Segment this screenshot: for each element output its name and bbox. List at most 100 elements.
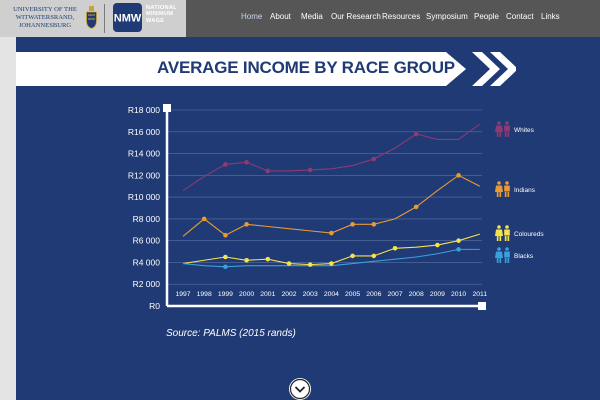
icon-head (497, 121, 501, 125)
wits-logo-line: UNIVERSITY OF THE (13, 6, 77, 13)
people-icon (495, 225, 503, 241)
data-point-coloureds (265, 256, 271, 262)
icon-leg (504, 192, 507, 197)
data-point-coloureds (435, 242, 440, 248)
x-tick-label: 1998 (197, 291, 212, 298)
x-tick-label: 2006 (366, 291, 381, 298)
icon-body (504, 251, 510, 258)
wits-logo-line: JOHANNESBURG (18, 22, 72, 29)
icon-leg (504, 236, 507, 241)
legend-item-whites: Whites (495, 121, 535, 137)
x-tick-label: 2009 (430, 291, 445, 298)
wits-logo-line: WITWATERSRAND, (15, 14, 75, 21)
x-tick-label: 2003 (303, 291, 318, 298)
x-tick-label: 2010 (451, 291, 466, 298)
icon-body (504, 229, 510, 236)
nav-home[interactable]: Home (241, 12, 263, 21)
legend-item-blacks: Blacks (495, 247, 534, 263)
icon-leg (499, 258, 502, 263)
nmw-mark-text: NMW (114, 13, 142, 25)
people-icon (504, 225, 510, 241)
y-tick-label: R0 (149, 301, 160, 311)
y-tick-label: R6 000 (133, 236, 161, 246)
data-point-indians (223, 232, 228, 238)
data-point-coloureds (392, 245, 398, 251)
data-point-whites (223, 162, 228, 167)
data-point-coloureds (371, 253, 377, 259)
nmw-logo-line: NATIONAL (146, 5, 177, 11)
chart-markers (201, 131, 461, 270)
icon-leg (499, 132, 502, 137)
people-icon (495, 121, 503, 137)
icon-leg (496, 192, 499, 197)
chart-gridlines (167, 109, 482, 285)
nmw-logo-line: MINIMUM (146, 11, 174, 18)
icon-head (497, 247, 501, 251)
data-point-whites (413, 131, 419, 137)
icon-body (504, 125, 510, 132)
logo-divider (104, 4, 105, 33)
legend-item-indians: Indians (495, 181, 536, 197)
icon-leg (507, 236, 510, 241)
y-axis-tick-labels: R0 R2 000 R4 000 R6 000 R8 000 R10 000 R12 000… (128, 105, 160, 311)
data-point-blacks (223, 264, 228, 270)
source-note: Source: PALMS (2015 rands) (166, 328, 296, 339)
nav-resources[interactable]: Resources (382, 12, 421, 21)
people-icon (504, 121, 510, 137)
x-tick-label: 2005 (345, 291, 360, 298)
chart-series-lines (182, 123, 481, 268)
data-point-coloureds (223, 254, 228, 260)
nav-our-research[interactable]: Our Research (331, 12, 381, 21)
icon-leg (504, 258, 507, 263)
icon-head (505, 225, 509, 229)
nav-people[interactable]: People (474, 12, 499, 21)
nmw-logo-mark[interactable]: NMW (113, 3, 142, 32)
icon-head (505, 247, 509, 251)
icon-body (495, 185, 503, 192)
legend-item-coloureds: Coloureds (495, 225, 544, 241)
legend-label: Coloureds (514, 231, 544, 238)
data-point-indians (201, 216, 207, 222)
icon-leg (496, 132, 499, 137)
nav-media[interactable]: Media (301, 12, 323, 21)
data-point-coloureds (307, 262, 313, 267)
y-tick-label: R4 000 (133, 257, 161, 267)
nav-symposium[interactable]: Symposium (426, 12, 468, 21)
nav-about[interactable]: About (270, 12, 291, 21)
navbar: UNIVERSITY OF THE WITWATERSRAND, JOHANNE… (0, 0, 600, 37)
data-point-indians (244, 222, 249, 227)
icon-leg (496, 236, 499, 241)
people-icon (504, 247, 510, 263)
nav-links[interactable]: Links (541, 12, 560, 21)
data-point-indians (456, 173, 461, 178)
data-point-indians (350, 222, 355, 227)
icon-head (505, 181, 509, 185)
nmw-logo-text[interactable]: NATIONAL MINIMUM WAGE (146, 5, 186, 24)
icon-leg (499, 236, 502, 241)
chevron-right-icon (490, 52, 516, 86)
icon-leg (496, 258, 499, 263)
data-point-blacks (456, 247, 461, 252)
icon-head (497, 225, 501, 229)
icon-leg (507, 132, 510, 137)
icon-leg (507, 192, 510, 197)
logo-block: UNIVERSITY OF THE WITWATERSRAND, JOHANNE… (0, 0, 186, 37)
y-tick-label: R12 000 (128, 170, 160, 180)
icon-leg (507, 258, 510, 263)
data-point-indians (329, 230, 334, 236)
data-point-coloureds (329, 261, 334, 266)
data-point-coloureds (456, 238, 461, 243)
x-tick-label: 2000 (239, 291, 254, 298)
chart-axes (163, 104, 486, 310)
infographic-panel (16, 37, 600, 400)
icon-head (505, 121, 509, 125)
wits-logo-text[interactable]: UNIVERSITY OF THE WITWATERSRAND, JOHANNE… (3, 6, 87, 30)
data-point-coloureds (286, 261, 292, 266)
legend-label: Whites (514, 127, 535, 134)
scroll-down-button[interactable] (289, 378, 311, 400)
icon-body (495, 251, 503, 258)
data-point-whites (371, 156, 377, 162)
nav-contact[interactable]: Contact (506, 12, 534, 21)
x-tick-label: 1999 (218, 291, 233, 298)
